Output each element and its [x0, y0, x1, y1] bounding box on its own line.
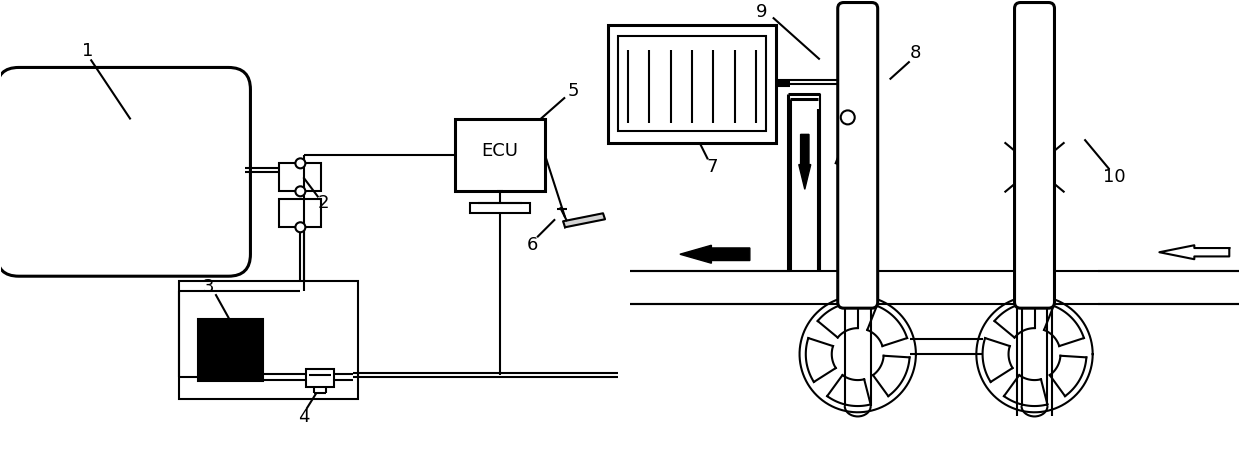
Polygon shape	[563, 213, 605, 227]
Text: 7: 7	[706, 158, 718, 176]
Circle shape	[295, 186, 305, 196]
Bar	[306, 369, 335, 387]
FancyBboxPatch shape	[838, 3, 878, 308]
Bar	[279, 199, 321, 227]
Text: 6: 6	[527, 236, 538, 254]
Bar	[179, 281, 358, 399]
FancyBboxPatch shape	[0, 67, 250, 276]
Text: 9: 9	[756, 3, 768, 21]
Polygon shape	[853, 139, 866, 219]
Polygon shape	[680, 245, 750, 263]
Text: 1: 1	[82, 43, 93, 61]
Bar	[455, 119, 546, 191]
Bar	[618, 36, 766, 132]
Text: 8: 8	[910, 44, 921, 62]
Bar	[470, 203, 531, 213]
Text: 2: 2	[317, 194, 329, 212]
Circle shape	[295, 158, 305, 168]
Text: 10: 10	[1104, 168, 1126, 186]
Polygon shape	[799, 134, 811, 189]
Bar	[279, 163, 321, 191]
Polygon shape	[853, 239, 866, 279]
Circle shape	[841, 110, 854, 124]
Bar	[198, 319, 263, 381]
Polygon shape	[1159, 245, 1229, 259]
FancyBboxPatch shape	[1014, 3, 1054, 308]
Text: ECU: ECU	[481, 142, 518, 160]
Bar	[843, 266, 873, 294]
Text: 3: 3	[202, 278, 215, 296]
Text: 4: 4	[298, 408, 309, 426]
Circle shape	[295, 222, 305, 232]
Text: 5: 5	[568, 83, 579, 101]
Bar	[608, 25, 776, 143]
Bar	[1019, 266, 1049, 294]
Polygon shape	[1033, 119, 1045, 169]
